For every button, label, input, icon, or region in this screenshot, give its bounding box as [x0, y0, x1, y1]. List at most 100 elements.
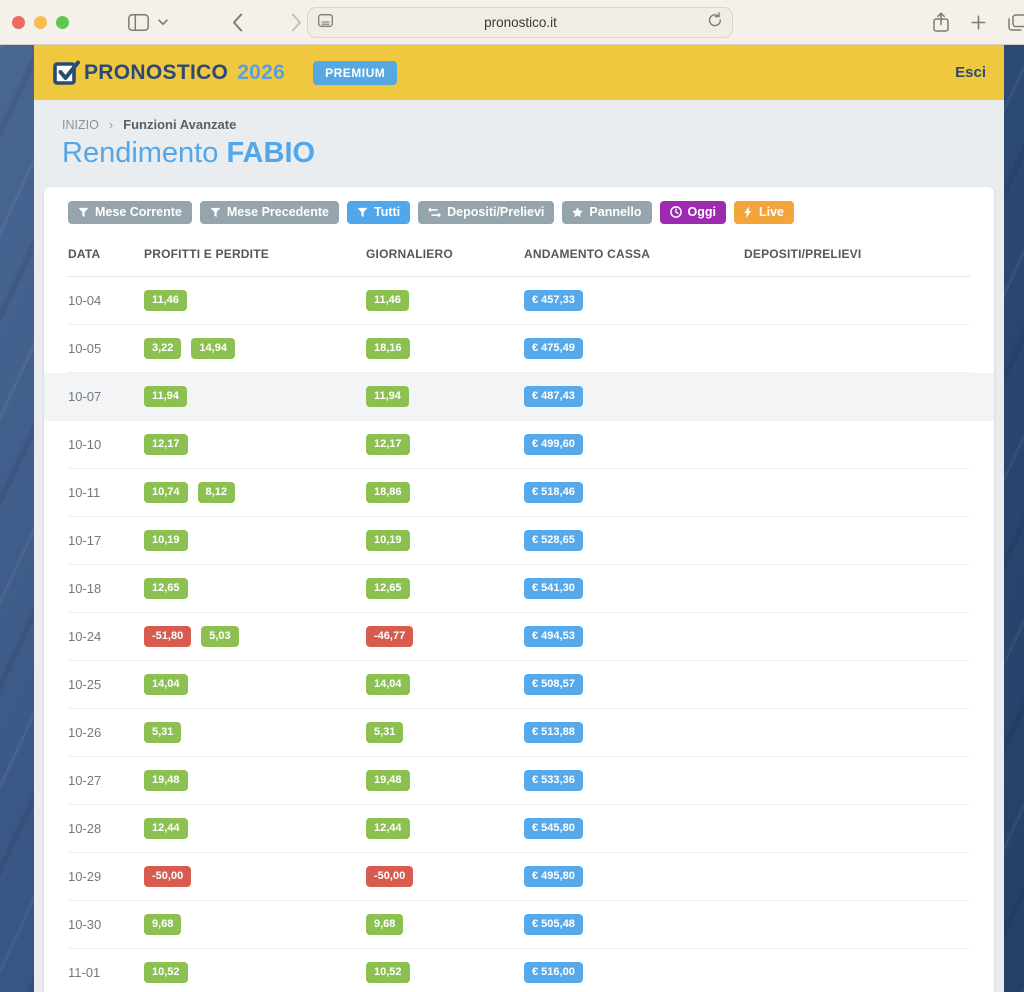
filter-current-month-button[interactable]: Mese Corrente — [68, 201, 192, 224]
value-badge: 10,74 — [144, 481, 188, 504]
profits-cell: 12,17 — [144, 433, 366, 456]
column-header-andamento: ANDAMENTO CASSA — [524, 247, 651, 261]
table-row[interactable]: 10-26 5,31 5,31 € 513,88 — [44, 709, 994, 757]
back-icon[interactable] — [232, 13, 243, 32]
reload-icon[interactable] — [708, 12, 722, 33]
profits-cell: -51,80 5,03 — [144, 625, 366, 648]
minimize-window-button[interactable] — [34, 15, 47, 29]
daily-cell: 11,94 — [366, 385, 524, 408]
zoom-window-button[interactable] — [56, 15, 69, 29]
close-window-button[interactable] — [12, 15, 25, 29]
table-row[interactable]: 10-29 -50,00 -50,00 € 495,80 — [44, 853, 994, 901]
share-icon[interactable] — [933, 12, 949, 32]
value-badge: € 499,60 — [524, 433, 583, 456]
chevron-down-icon[interactable] — [158, 18, 168, 26]
breadcrumb-separator-icon: › — [108, 117, 114, 132]
daily-cell: 10,52 — [366, 961, 524, 984]
value-badge: € 533,36 — [524, 769, 583, 792]
filter-all-button[interactable]: Tutti — [346, 201, 411, 224]
cash-cell: € 545,80 — [524, 817, 744, 840]
cash-cell: € 516,00 — [524, 961, 744, 984]
value-badge: -46,77 — [366, 625, 414, 648]
site-header: PRONOSTICO 2026 PREMIUM Esci — [34, 45, 1004, 100]
button-label: Oggi — [687, 205, 716, 219]
daily-cell: 12,65 — [366, 577, 524, 600]
cash-cell: € 508,57 — [524, 673, 744, 696]
cash-cell: € 487,43 — [524, 385, 744, 408]
table-row[interactable]: 10-18 12,65 12,65 € 541,30 — [44, 565, 994, 613]
filter-toolbar: Mese Corrente Mese Precedente Tutti Deposit… — [44, 187, 994, 224]
profits-cell: 10,52 — [144, 961, 366, 984]
value-badge: -50,00 — [144, 865, 192, 888]
column-header-data: DATA — [68, 247, 101, 261]
table-row[interactable]: 10-07 11,94 11,94 € 487,43 — [44, 373, 994, 421]
page-title-prefix: Rendimento — [62, 137, 219, 169]
forward-icon[interactable] — [291, 13, 302, 32]
date-cell: 10-28 — [68, 821, 102, 836]
panel-button[interactable]: Pannello — [562, 201, 652, 224]
value-badge: € 518,46 — [524, 481, 583, 504]
value-badge: 19,48 — [366, 769, 410, 792]
button-label: Tutti — [373, 205, 401, 219]
date-cell: 10-18 — [68, 581, 102, 596]
filter-previous-month-button[interactable]: Mese Precedente — [199, 201, 339, 224]
table-row[interactable]: 10-25 14,04 14,04 € 508,57 — [44, 661, 994, 709]
value-badge: € 541,30 — [524, 577, 583, 600]
button-label: Pannello — [589, 205, 642, 219]
logout-link[interactable]: Esci — [955, 64, 986, 81]
button-label: Mese Corrente — [95, 205, 182, 219]
page-format-icon[interactable] — [318, 13, 333, 32]
profits-cell: 11,46 — [144, 289, 366, 312]
value-badge: € 516,00 — [524, 961, 583, 984]
page-title: Rendimento FABIO — [34, 132, 1004, 170]
brand-year: 2026 — [237, 60, 286, 84]
url-text: pronostico.it — [484, 15, 557, 30]
value-badge: 12,17 — [144, 433, 188, 456]
value-badge: 10,19 — [144, 529, 188, 552]
daily-cell: 18,16 — [366, 337, 524, 360]
value-badge: 12,17 — [366, 433, 410, 456]
value-badge: 19,48 — [144, 769, 188, 792]
profits-cell: 9,68 — [144, 913, 366, 936]
table-row[interactable]: 10-17 10,19 10,19 € 528,65 — [44, 517, 994, 565]
table-row[interactable]: 10-11 10,74 8,12 18,86 € 518,46 — [44, 469, 994, 517]
table-row[interactable]: 10-04 11,46 11,46 € 457,33 — [44, 277, 994, 325]
cash-cell: € 541,30 — [524, 577, 744, 600]
daily-cell: 12,17 — [366, 433, 524, 456]
date-cell: 11-01 — [68, 965, 101, 980]
daily-cell: -50,00 — [366, 865, 524, 888]
table-row[interactable]: 11-01 10,52 10,52 € 516,00 — [44, 949, 994, 992]
live-button[interactable]: Live — [733, 201, 794, 224]
brand-name: PRONOSTICO — [84, 60, 229, 84]
table-row[interactable]: 10-28 12,44 12,44 € 545,80 — [44, 805, 994, 853]
cash-cell: € 528,65 — [524, 529, 744, 552]
value-badge: 14,94 — [191, 337, 235, 360]
date-cell: 10-10 — [68, 437, 102, 452]
page-background: PRONOSTICO 2026 PREMIUM Esci INIZIO › Fu… — [0, 45, 1024, 992]
table-row[interactable]: 10-30 9,68 9,68 € 505,48 — [44, 901, 994, 949]
daily-cell: 18,86 — [366, 481, 524, 504]
site-logo[interactable]: PRONOSTICO 2026 — [52, 60, 285, 86]
value-badge: 14,04 — [144, 673, 188, 696]
profits-cell: -50,00 — [144, 865, 366, 888]
cash-cell: € 505,48 — [524, 913, 744, 936]
cash-cell: € 518,46 — [524, 481, 744, 504]
table-row[interactable]: 10-27 19,48 19,48 € 533,36 — [44, 757, 994, 805]
table-row[interactable]: 10-05 3,22 14,94 18,16 € 475,49 — [44, 325, 994, 373]
value-badge: 11,94 — [366, 385, 409, 408]
value-badge: 10,52 — [366, 961, 410, 984]
today-button[interactable]: Oggi — [659, 201, 726, 224]
new-tab-icon[interactable] — [971, 14, 986, 30]
address-bar[interactable]: pronostico.it — [307, 7, 733, 38]
date-cell: 10-25 — [68, 677, 102, 692]
value-badge: € 505,48 — [524, 913, 583, 936]
daily-cell: 11,46 — [366, 289, 524, 312]
tabs-overview-icon[interactable] — [1008, 13, 1024, 31]
deposits-withdrawals-button[interactable]: Depositi/Prelievi — [418, 201, 555, 224]
breadcrumb-home-link[interactable]: INIZIO — [62, 117, 99, 132]
sidebar-toggle-icon[interactable] — [128, 13, 149, 31]
table-row[interactable]: 10-10 12,17 12,17 € 499,60 — [44, 421, 994, 469]
column-header-depositi: DEPOSITI/PRELIEVI — [744, 247, 862, 261]
profits-cell: 5,31 — [144, 721, 366, 744]
table-row[interactable]: 10-24 -51,80 5,03 -46,77 € 494,53 — [44, 613, 994, 661]
